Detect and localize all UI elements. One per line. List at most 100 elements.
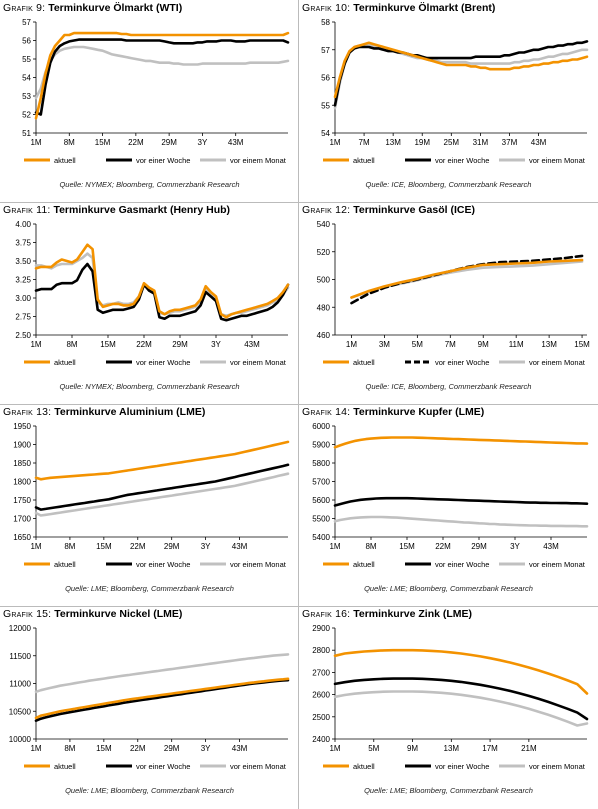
line-chart: 2400 2500 2600 2700 2800 2900 1M 5M 9M 13M 17M 21M a… [312,624,589,771]
y-tick-label: 10500 [9,707,32,716]
legend-entry: aktuell [24,156,76,165]
x-tick-label: 1M [30,744,41,753]
x-tick-label: 22M [130,744,146,753]
y-tick-label: 4.00 [15,220,31,229]
x-tick-label: 19M [414,138,430,147]
x-tick-label: 15M [100,340,116,349]
y-tick-label: 6000 [312,422,330,431]
x-tick-label: 8M [64,744,75,753]
series-line-aktuell [34,243,290,319]
y-tick-label: 520 [317,248,331,257]
legend-label: vor einem Monat [230,762,287,771]
chart-panel-g12: Grafik 12: Terminkurve Gasöl (ICE) 460 480… [299,202,598,404]
series-line-aktuell [333,436,589,449]
series-line-vor-einer-woche [333,40,589,107]
source-note: Quelle: NYMEX; Bloomberg, Commerzbank Re… [59,180,240,189]
legend-entry: aktuell [323,762,375,771]
source-note: Quelle: ICE, Bloomberg, Commerzbank Rese… [365,180,532,189]
line-chart: 5400 5500 5600 5700 5800 5900 6000 1M 8M 15M 22M 29… [312,422,589,569]
chart-panel-g9: Grafik 9: Terminkurve Ölmarkt (WTI) 51 52 5… [0,0,299,202]
y-tick-label: 5400 [312,533,330,542]
x-tick-label: 31M [473,138,489,147]
x-tick-label: 8M [64,138,75,147]
horizontal-separator [0,606,598,607]
x-tick-label: 15M [574,340,590,349]
legend-label: aktuell [353,156,375,165]
legend-label: vor einem Monat [529,156,586,165]
series-line-vor-einer-woche [34,262,290,322]
chart-title: Grafik 16: Terminkurve Zink (LME) [302,608,472,620]
x-tick-label: 29M [172,340,188,349]
x-tick-label: 5M [412,340,423,349]
figure-title: Terminkurve Ölmarkt (WTI) [48,2,183,14]
y-tick-label: 2600 [312,691,330,700]
x-tick-label: 25M [444,138,460,147]
chart-panel-g15: Grafik 15: Terminkurve Nickel (LME) 10000… [0,606,299,808]
source-note: Quelle: ICE, Bloomberg, Commerzbank Rese… [365,382,532,391]
x-tick-label: 1M [329,138,340,147]
x-tick-label: 5M [368,744,379,753]
y-tick-label: 2500 [312,713,330,722]
y-tick-label: 11000 [9,680,31,689]
x-tick-label: 13M [385,138,401,147]
series-line-vor-einem-monat [333,690,589,727]
legend-entry: aktuell [24,560,76,569]
series-line-vor-einem-monat [34,472,290,517]
x-tick-label: 13M [444,744,460,753]
legend-label: vor einer Woche [136,560,190,569]
y-tick-label: 1750 [13,496,31,505]
figure-title: Terminkurve Ölmarkt (Brent) [353,2,496,14]
legend-entry: vor einer Woche [405,156,489,165]
series-line-vor-einer-woche [333,677,589,721]
series-line-vor-einem-monat [333,42,589,110]
legend-label: vor einer Woche [435,560,489,569]
legend-label: aktuell [54,560,76,569]
x-tick-label: 17M [482,744,498,753]
chart-title: Grafik 14: Terminkurve Kupfer (LME) [302,406,484,418]
series-line-vor-einem-monat [34,653,290,694]
legend-entry: aktuell [323,358,375,367]
figure-number: Grafik 14: [302,406,351,418]
x-tick-label: 7M [359,138,370,147]
figure-number: Grafik 9: [3,2,46,14]
legend-entry: vor einem Monat [499,762,586,771]
y-tick-label: 2800 [312,646,330,655]
series-line-vor-einer-woche [34,678,290,722]
legend-entry: vor einem Monat [200,358,287,367]
series-line-aktuell [34,440,290,481]
horizontal-separator [0,202,598,203]
y-tick-label: 12000 [9,624,32,633]
y-tick-label: 1900 [13,441,31,450]
chart-title: Grafik 10: Terminkurve Ölmarkt (Brent) [302,2,495,14]
figure-title: Terminkurve Kupfer (LME) [353,406,485,418]
y-tick-label: 480 [317,303,331,312]
series-line-aktuell [333,41,589,99]
y-tick-label: 3.25 [15,276,31,285]
x-tick-label: 8M [64,542,75,551]
legend-entry: vor einer Woche [405,560,489,569]
y-tick-label: 3.75 [15,239,31,248]
y-tick-label: 1800 [13,478,31,487]
series-line-aktuell [34,31,290,120]
legend-entry: vor einem Monat [200,762,287,771]
series-line-vor-einem-monat [333,515,589,528]
legend-label: aktuell [353,762,375,771]
x-tick-label: 43M [531,138,547,147]
x-tick-label: 29M [471,542,487,551]
horizontal-separator [0,404,598,405]
x-tick-label: 7M [445,340,456,349]
figure-number: Grafik 13: [3,406,52,418]
legend-label: vor einem Monat [529,762,586,771]
legend-label: vor einer Woche [435,762,489,771]
legend-label: aktuell [54,358,76,367]
x-tick-label: 15M [96,744,112,753]
figure-title: Terminkurve Nickel (LME) [54,608,183,620]
x-tick-label: 29M [164,744,180,753]
y-tick-label: 2.50 [15,331,31,340]
legend-label: aktuell [54,762,76,771]
x-tick-label: 43M [228,138,244,147]
legend-label: vor einem Monat [529,560,586,569]
figure-number: Grafik 15: [3,608,52,620]
legend-entry: aktuell [24,762,76,771]
line-chart: 54 55 56 57 58 1M 7M 13M 19M 25M 31M 37M 43M aktuell v… [321,18,589,165]
